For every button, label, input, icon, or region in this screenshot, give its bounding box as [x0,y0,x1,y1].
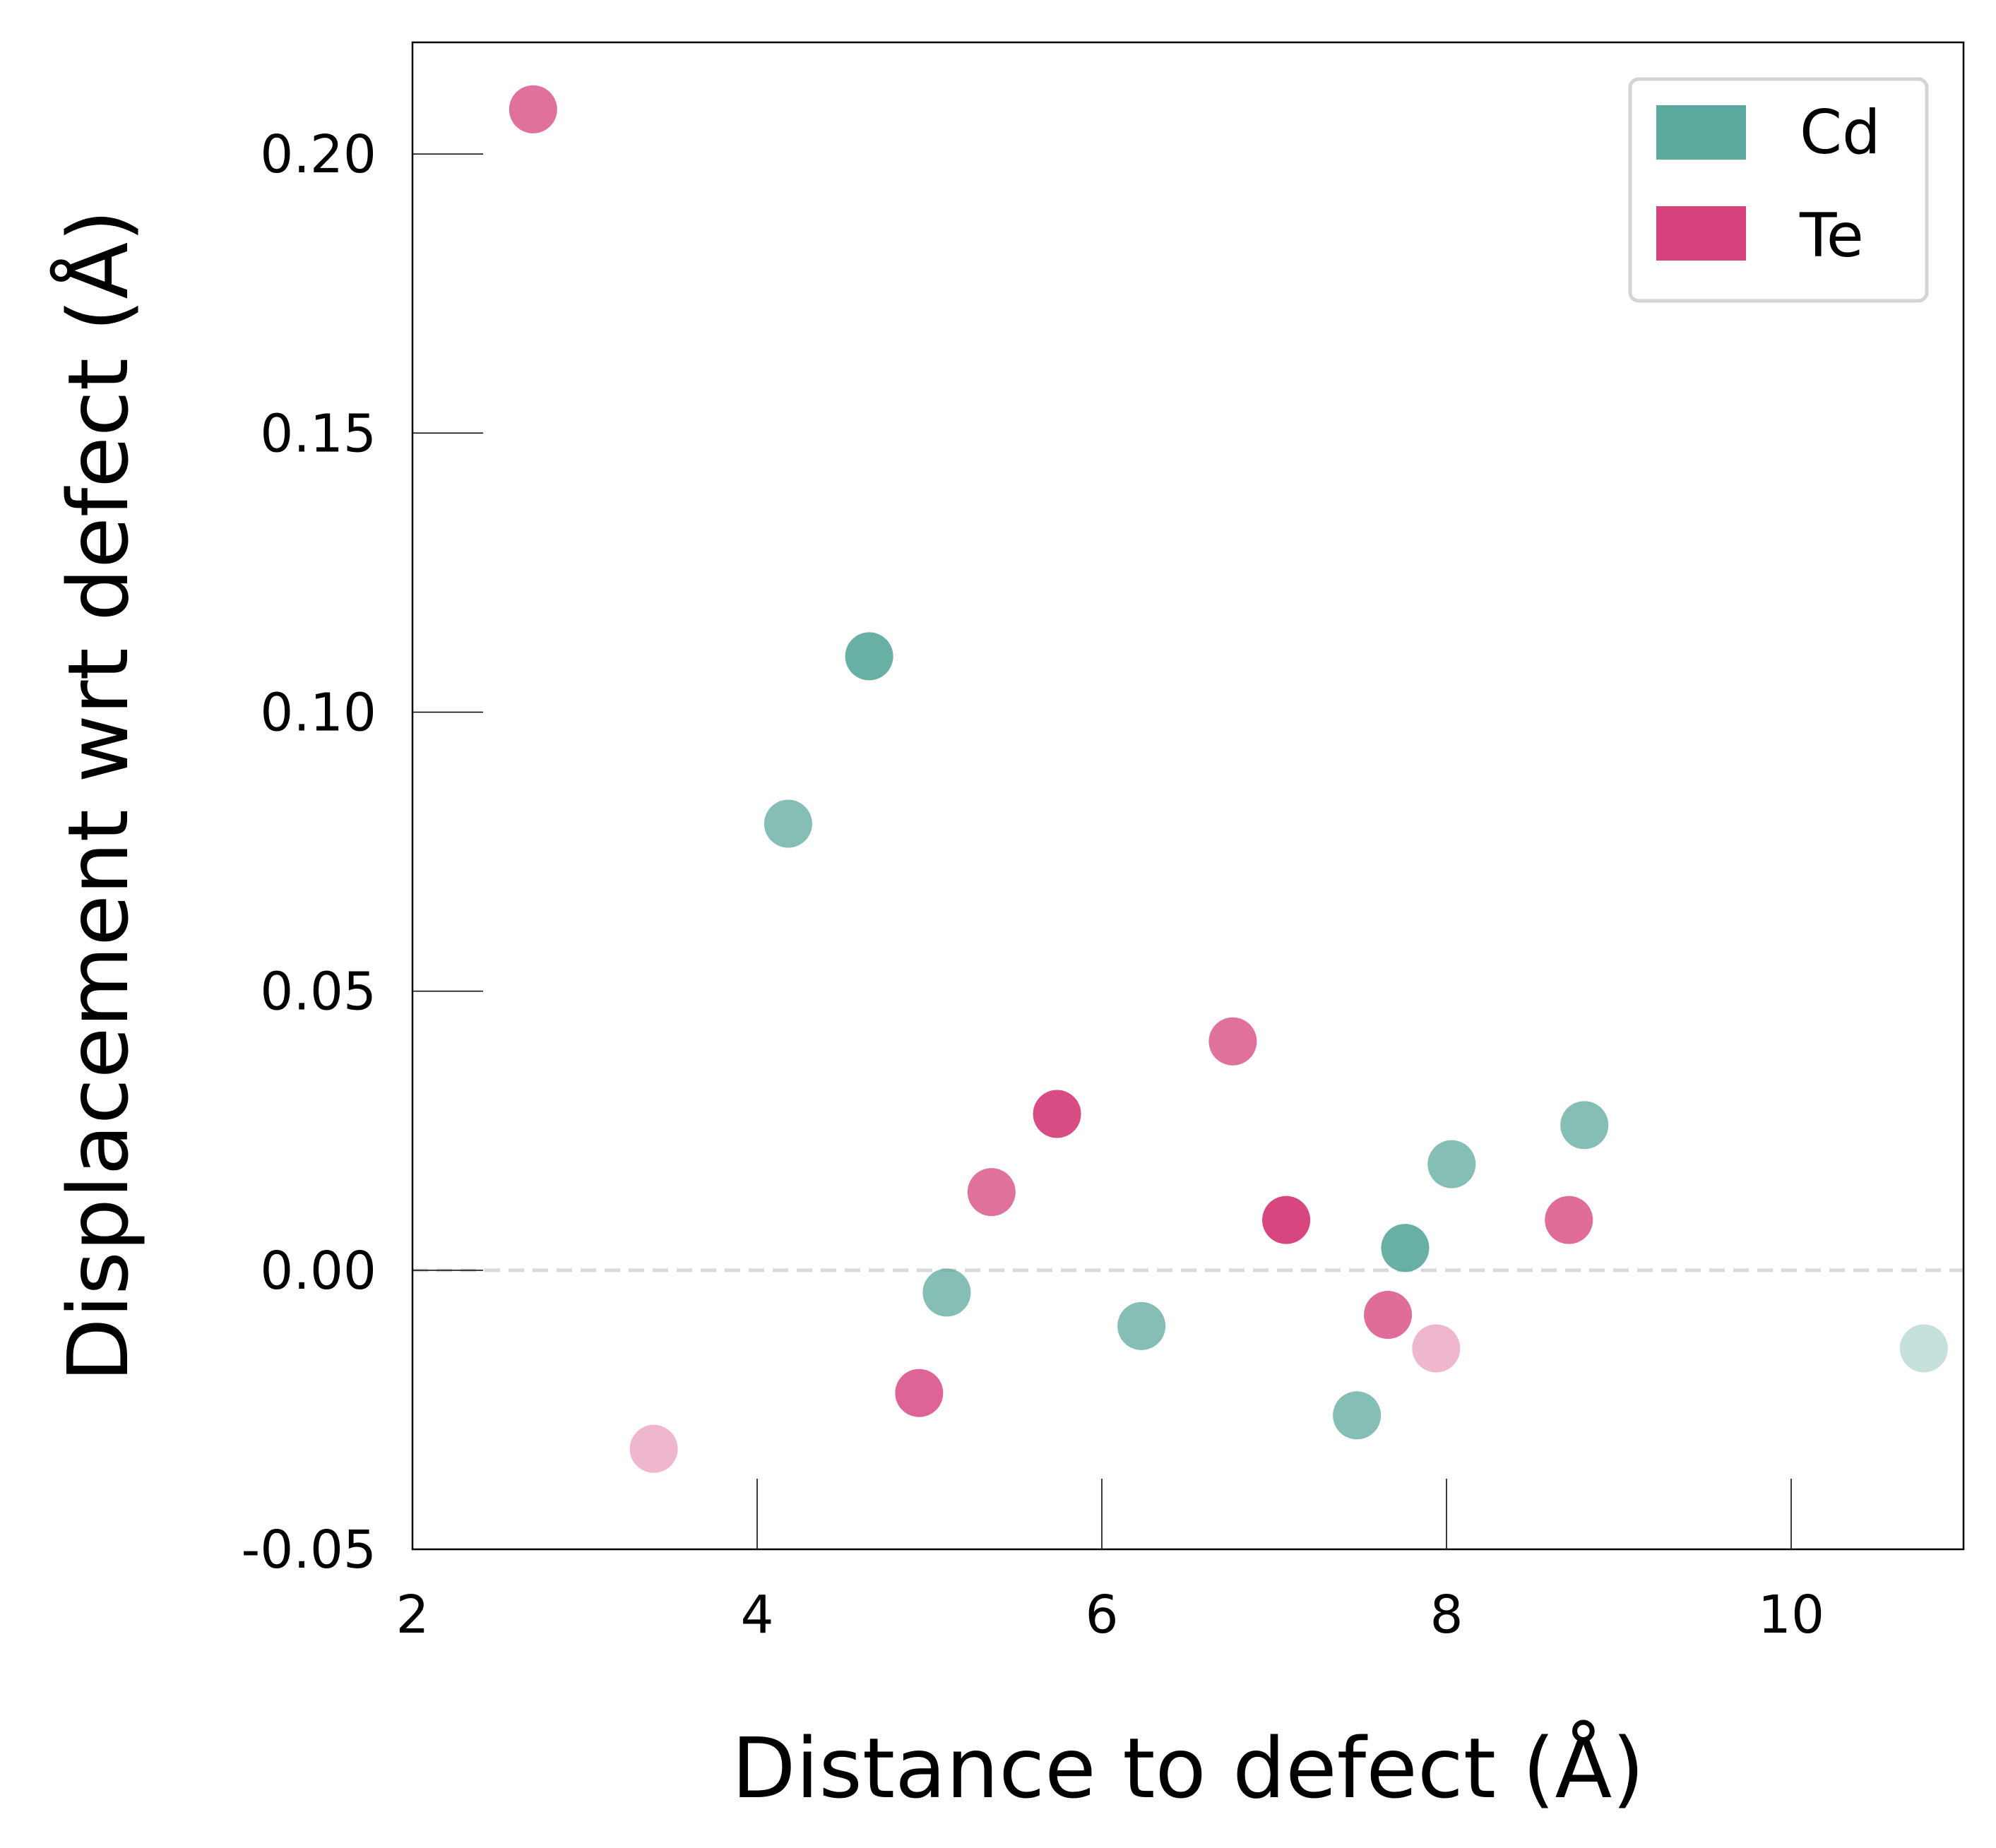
point-cd-8 [1560,1101,1609,1150]
x-axis-title: Distance to defect (Å) [732,1719,1645,1817]
point-cd-5 [1333,1391,1382,1440]
point-cd-6 [1381,1224,1430,1272]
y-tick-label-0.00: 0.00 [260,1241,376,1301]
legend-swatch-cd [1656,105,1746,160]
y-tick-label-0.05: 0.05 [260,962,376,1023]
point-te-2 [629,1424,678,1473]
point-te-7 [1262,1196,1311,1244]
y-tick-label-0.15: 0.15 [260,403,376,464]
point-cd-2 [845,632,893,681]
point-te-6 [1208,1017,1257,1066]
x-tick-label-4: 4 [740,1585,773,1645]
x-tick-label-8: 8 [1430,1585,1463,1645]
y-tick-label-0.10: 0.10 [260,682,376,743]
x-tick-label-6: 6 [1085,1585,1118,1645]
points-group [509,85,1948,1473]
point-te-5 [1033,1090,1081,1138]
ticks-group [412,153,1792,1550]
point-cd-4 [1117,1301,1166,1350]
point-te-10 [1545,1196,1593,1244]
point-te-8 [1364,1291,1413,1340]
point-te-4 [967,1168,1016,1217]
y-tick-label-0.20: 0.20 [260,124,376,185]
legend-label-cd: Cd [1800,97,1881,168]
legend: Cd Te [1628,77,1929,303]
point-cd-1 [764,799,812,848]
point-te-1 [509,85,557,133]
tick-labels-group: 2 4 6 8 10 -0.05 0.00 0.05 0.10 0.15 0.20 [242,124,1825,1645]
point-cd-9 [1899,1324,1948,1373]
point-cd-7 [1427,1140,1476,1188]
point-cd-3 [922,1268,971,1317]
legend-label-te: Te [1799,201,1864,271]
legend-swatch-te [1656,206,1746,261]
x-tick-label-10: 10 [1758,1585,1824,1645]
y-axis-title: Displacement wrt defect (Å) [49,210,147,1383]
plot-area-frame [411,41,1965,1551]
y-tick-label--0.05: -0.05 [242,1520,376,1580]
point-te-3 [895,1369,944,1417]
point-te-9 [1412,1324,1461,1373]
x-tick-label-2: 2 [396,1585,429,1645]
